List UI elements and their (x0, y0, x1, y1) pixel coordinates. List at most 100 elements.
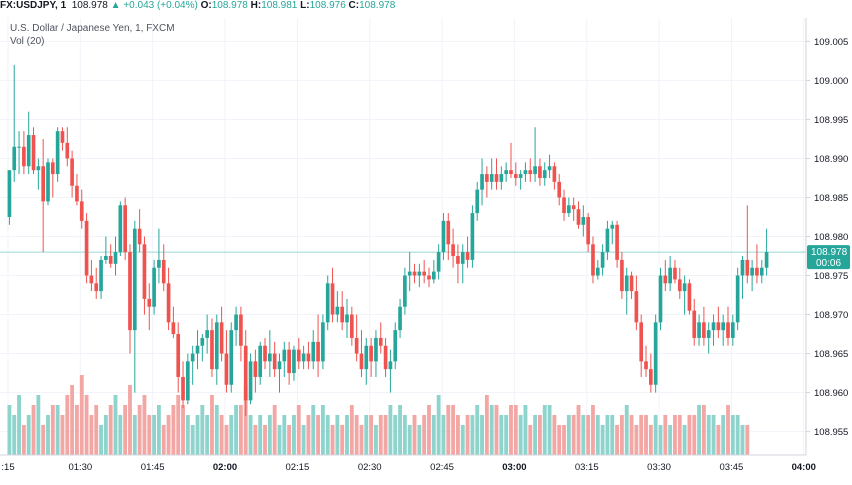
volume-bar (456, 415, 460, 455)
candle-body (374, 337, 378, 362)
candle-body (176, 334, 181, 377)
candle-body (108, 256, 113, 264)
candle-body (653, 322, 658, 385)
volume-bar (648, 425, 653, 455)
volume-bar (383, 415, 388, 455)
candle-body (504, 170, 508, 175)
volume-bar (345, 415, 349, 455)
volume-bar (634, 425, 639, 455)
close-label: C: (348, 0, 360, 11)
candle-body (7, 170, 12, 217)
volume-bar (547, 405, 552, 455)
volume-bar (378, 415, 383, 455)
y-tick-label: 109.005 (814, 37, 848, 48)
x-tick-label: 03:30 (647, 462, 671, 473)
candle-body (740, 259, 745, 276)
candle-body (485, 174, 489, 182)
volume-bar (605, 415, 610, 455)
volume-bar (84, 395, 89, 455)
volume-bar (161, 425, 166, 455)
candle-body (166, 283, 171, 323)
volume-bar (340, 425, 345, 455)
symbol-label[interactable]: FX:USDJPY, 1 (0, 0, 67, 11)
candle-body (726, 322, 730, 338)
candle-body (147, 298, 152, 307)
candle-body (70, 158, 74, 186)
candle-body (41, 166, 46, 202)
change-arrow-icon: ▲ (110, 0, 121, 11)
candle-body (639, 322, 644, 362)
volume-bar (552, 415, 557, 455)
candle-body (17, 146, 21, 148)
x-tick-label: 02:45 (430, 462, 454, 473)
price-badge-value: 108.978 (811, 247, 848, 258)
current-price-badge: 108.978 00:06 (807, 245, 850, 270)
candle-body (460, 252, 465, 264)
candle-body (600, 252, 605, 268)
x-tick-label: 02:15 (285, 462, 309, 473)
candle-body (234, 314, 238, 331)
candle-body (755, 267, 759, 276)
volume-bar (272, 405, 277, 455)
volume-bar (156, 405, 161, 455)
candle-body (465, 252, 470, 260)
volume-bar (484, 395, 489, 455)
candle-body (12, 146, 17, 171)
candle-body (369, 345, 373, 362)
volume-bar (542, 405, 547, 455)
candle-body (311, 341, 316, 362)
candle-body (113, 252, 118, 264)
candle-body (518, 174, 523, 178)
candle-body (214, 322, 219, 370)
volume-bar (118, 415, 123, 455)
candle-body (186, 361, 190, 401)
volume-bar (166, 415, 171, 455)
volume-bar (200, 405, 205, 455)
candle-body (253, 361, 258, 377)
volume-indicator-label[interactable]: Vol (20) (10, 36, 45, 47)
candle-body (441, 220, 446, 253)
candle-body (702, 322, 706, 338)
y-tick-label: 108.970 (814, 310, 848, 321)
high-value: 108.981 (261, 0, 298, 11)
candle-body (706, 330, 711, 338)
volume-bar (137, 405, 142, 455)
candle-body (104, 256, 108, 260)
candle-body (316, 341, 320, 362)
volume-bar (417, 425, 422, 455)
volume-bar (374, 425, 378, 455)
volume-bar (730, 415, 735, 455)
time-axis[interactable]: :15 01:30 01:45 02:00 02:15 02:30 02:45 03:00 03… (1, 462, 852, 473)
candle-body (142, 244, 147, 299)
volume-bar (26, 415, 31, 455)
candle-body (542, 170, 547, 178)
candle-body (615, 224, 619, 260)
volume-bar (171, 405, 176, 455)
volume-bar (504, 415, 509, 455)
volume-bar (354, 415, 359, 455)
volume-bar (113, 395, 118, 455)
volume-bar (436, 395, 441, 455)
instrument-title[interactable]: U.S. Dollar / Japanese Yen, 1, FXCM (10, 23, 175, 34)
chart-legend: U.S. Dollar / Japanese Yen, 1, FXCM Vol … (10, 22, 175, 48)
volume-bar (571, 415, 576, 455)
volume-bar (325, 415, 330, 455)
price-axis[interactable]: 109.005 109.000 108.995 108.990 108.985 108.9… (806, 37, 848, 438)
y-tick-label: 108.990 (814, 154, 848, 165)
volume-bar (320, 405, 325, 455)
candle-body (99, 259, 103, 292)
candle-body (407, 271, 412, 276)
candle-body (128, 252, 132, 331)
candle-body (605, 228, 610, 253)
candle-body (210, 330, 214, 370)
candle-body (152, 267, 156, 307)
volume-bar (152, 415, 157, 455)
price-change: +0.043 (+0.04%) (123, 0, 198, 11)
price-badge-background (807, 245, 850, 270)
candle-body (123, 205, 127, 253)
candle-body (697, 322, 701, 338)
candle-body (171, 322, 176, 335)
candle-body (388, 361, 393, 370)
candle-body (200, 337, 205, 346)
